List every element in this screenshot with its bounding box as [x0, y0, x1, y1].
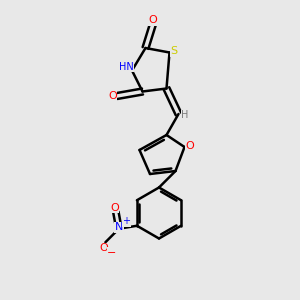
- Text: H: H: [182, 110, 189, 121]
- Text: S: S: [170, 46, 178, 56]
- Text: O: O: [110, 203, 119, 213]
- Text: O: O: [100, 243, 108, 253]
- Text: O: O: [185, 140, 194, 151]
- Text: −: −: [107, 248, 117, 258]
- Text: O: O: [148, 15, 158, 26]
- Text: +: +: [122, 216, 130, 226]
- Text: N: N: [115, 222, 123, 232]
- Text: O: O: [108, 91, 117, 101]
- Text: HN: HN: [119, 62, 134, 72]
